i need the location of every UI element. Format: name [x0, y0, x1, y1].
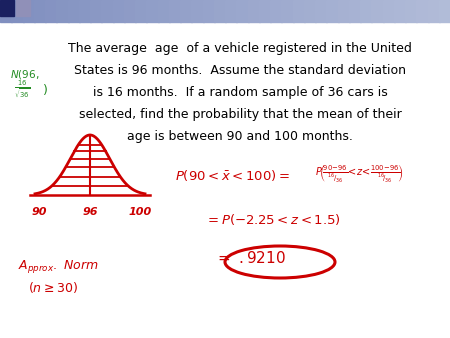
Bar [101, 0, 113, 22]
Bar [112, 0, 125, 22]
Bar [439, 0, 450, 22]
Bar [16, 0, 30, 16]
Bar [56, 0, 68, 22]
Bar [360, 0, 372, 22]
Text: 90: 90 [32, 207, 47, 217]
Text: is 16 months.  If a random sample of 36 cars is: is 16 months. If a random sample of 36 c… [93, 86, 387, 99]
Bar [428, 0, 440, 22]
Bar [124, 0, 136, 22]
Text: selected, find the probability that the mean of their: selected, find the probability that the … [79, 108, 401, 121]
Bar [34, 0, 46, 22]
Text: $(n \geq 30)$: $(n \geq 30)$ [28, 280, 78, 295]
Text: States is 96 months.  Assume the standard deviation: States is 96 months. Assume the standard… [74, 64, 406, 77]
Bar [0, 0, 14, 16]
Bar [202, 0, 215, 22]
Bar [292, 0, 305, 22]
Text: 100: 100 [129, 207, 152, 217]
Bar [225, 0, 237, 22]
Text: $= P(-2.25 < z < 1.5)$: $= P(-2.25 < z < 1.5)$ [205, 212, 341, 227]
Text: $\frac{16}{\sqrt{36}}$: $\frac{16}{\sqrt{36}}$ [14, 78, 31, 100]
Text: $A_{pprox}.\ Norm$: $A_{pprox}.\ Norm$ [18, 258, 99, 275]
Bar [416, 0, 428, 22]
Bar [259, 0, 271, 22]
Bar [90, 0, 102, 22]
Bar [315, 0, 327, 22]
Bar [382, 0, 395, 22]
Text: $=\ .9210$: $=\ .9210$ [215, 250, 286, 266]
Text: $)$: $)$ [42, 82, 48, 97]
Bar [405, 0, 417, 22]
Bar [169, 0, 181, 22]
Bar [146, 0, 158, 22]
Text: $P(90 < \bar{x} < 100) =$: $P(90 < \bar{x} < 100) =$ [175, 168, 290, 183]
Bar [248, 0, 260, 22]
Bar [349, 0, 361, 22]
Bar [11, 0, 23, 22]
Bar [281, 0, 293, 22]
Bar [0, 0, 12, 22]
Bar [270, 0, 282, 22]
Text: The average  age  of a vehicle registered in the United: The average age of a vehicle registered … [68, 42, 412, 55]
Bar [338, 0, 350, 22]
Bar [22, 0, 35, 22]
Bar [79, 0, 91, 22]
Bar [191, 0, 203, 22]
Bar [214, 0, 226, 22]
Bar [304, 0, 316, 22]
Bar [236, 0, 248, 22]
Bar [68, 0, 80, 22]
Bar [45, 0, 57, 22]
Bar [371, 0, 383, 22]
Bar [158, 0, 170, 22]
Bar [394, 0, 406, 22]
Text: $N(96,$: $N(96,$ [10, 68, 40, 81]
Bar [135, 0, 147, 22]
Text: age is between 90 and 100 months.: age is between 90 and 100 months. [127, 130, 353, 143]
Bar [180, 0, 192, 22]
Text: 96: 96 [82, 207, 98, 217]
Text: $P\!\left(\!\frac{90\!-\!96}{^{16}\!/_{36}} \!<\! z \!<\! \frac{100\!-\!96}{^{16: $P\!\left(\!\frac{90\!-\!96}{^{16}\!/_{3… [315, 162, 404, 184]
Bar [326, 0, 338, 22]
